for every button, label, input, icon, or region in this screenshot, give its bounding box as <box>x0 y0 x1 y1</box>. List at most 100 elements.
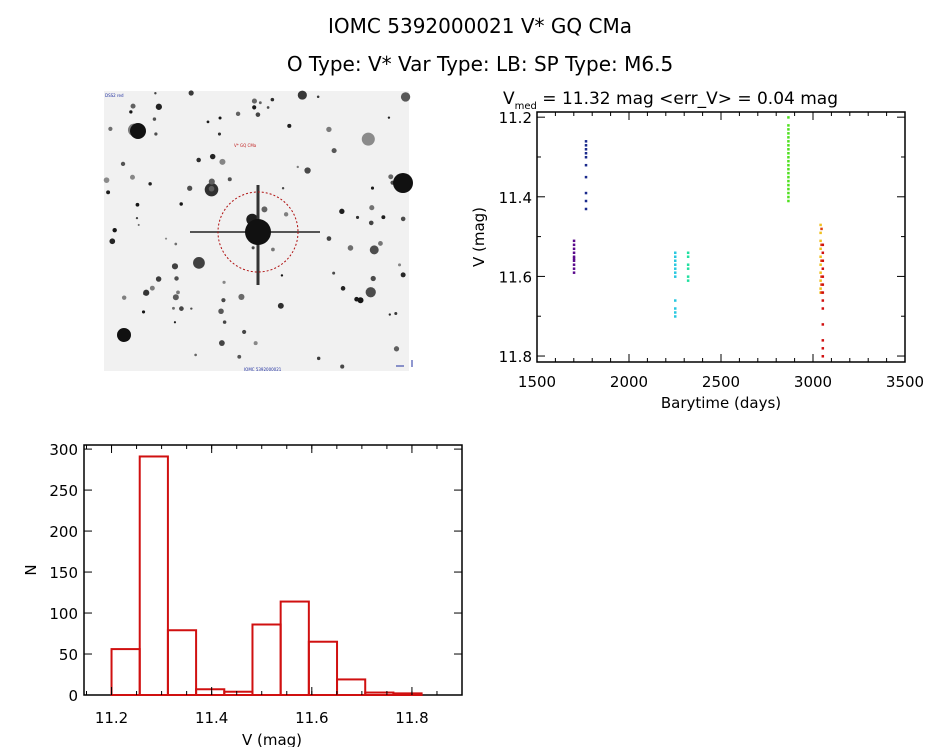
x-axis-label: Barytime (days) <box>661 394 781 412</box>
star <box>221 298 226 303</box>
star <box>237 354 242 359</box>
data-point <box>819 271 822 274</box>
target-label: V* GQ CMa <box>234 143 257 148</box>
star <box>365 287 376 298</box>
star <box>331 148 337 154</box>
star <box>196 157 201 163</box>
star <box>261 206 268 213</box>
y-axis-label: V (mag) <box>470 207 488 267</box>
star <box>296 165 299 169</box>
x-tick-label: 2000 <box>610 373 648 391</box>
data-point <box>787 155 790 159</box>
star <box>361 132 375 146</box>
data-point <box>819 223 822 227</box>
star <box>283 212 289 217</box>
star <box>172 294 179 301</box>
data-point <box>674 307 677 310</box>
data-point <box>820 243 823 247</box>
star <box>218 116 222 120</box>
data-point <box>787 171 790 175</box>
data-point <box>686 255 690 259</box>
title-rest: = 11.32 mag <err_V> = 0.04 mag <box>537 89 838 109</box>
data-point <box>787 128 790 131</box>
star <box>141 310 146 314</box>
data-point <box>819 255 822 259</box>
data-point <box>819 263 822 266</box>
star <box>130 123 146 139</box>
y-tick-label: 11.8 <box>499 348 532 366</box>
star <box>135 217 139 220</box>
star <box>316 356 321 361</box>
data-point <box>820 283 823 286</box>
data-point <box>821 275 825 278</box>
star <box>316 95 320 98</box>
data-point <box>787 167 790 171</box>
data-point <box>572 239 576 243</box>
star <box>378 241 383 246</box>
star <box>400 92 411 102</box>
star <box>393 346 400 352</box>
star <box>222 280 226 284</box>
star <box>130 174 135 180</box>
histogram-bar <box>251 623 282 696</box>
y-tick-label: 250 <box>49 482 78 500</box>
data-point <box>821 347 825 350</box>
data-point <box>686 251 690 255</box>
data-point <box>686 263 690 266</box>
star <box>297 90 307 100</box>
data-point <box>572 263 576 266</box>
star <box>154 92 157 95</box>
x-tick-label: 1500 <box>518 373 556 391</box>
target-circle <box>217 191 299 273</box>
star <box>121 295 127 300</box>
star <box>190 307 193 310</box>
data-point <box>787 179 790 183</box>
data-point <box>572 251 576 255</box>
data-point <box>787 163 790 167</box>
title-sub: med <box>515 101 537 112</box>
histogram-bar <box>364 691 395 696</box>
star <box>179 306 184 311</box>
star <box>266 106 270 109</box>
star <box>219 158 226 165</box>
y-tick-label: 0 <box>68 687 78 705</box>
star <box>106 190 111 195</box>
histogram-bar <box>336 678 367 696</box>
star <box>381 215 386 220</box>
data-point <box>820 275 823 278</box>
data-point <box>787 136 790 139</box>
data-point <box>572 247 576 251</box>
star <box>398 263 402 267</box>
data-point <box>584 199 588 203</box>
data-point <box>674 251 677 255</box>
star <box>206 120 210 124</box>
histogram-bar <box>110 648 141 697</box>
y-tick-label: 11.2 <box>499 109 532 127</box>
data-point <box>821 291 825 294</box>
star <box>155 103 162 110</box>
data-point <box>820 259 823 262</box>
star <box>340 286 346 291</box>
star <box>270 97 275 102</box>
data-point <box>821 267 825 270</box>
y-axis-label: N <box>22 564 40 575</box>
data-point <box>821 339 825 342</box>
data-point <box>821 299 825 302</box>
data-point <box>572 259 576 262</box>
data-point <box>584 175 588 179</box>
star <box>208 178 215 185</box>
data-point <box>821 283 825 286</box>
star <box>217 132 222 136</box>
data-point <box>572 267 576 270</box>
star <box>387 116 391 119</box>
star <box>130 103 136 109</box>
data-point <box>572 271 576 274</box>
data-point <box>787 159 790 163</box>
star <box>174 242 178 246</box>
star <box>277 302 284 309</box>
star <box>172 306 175 310</box>
star <box>280 274 284 277</box>
star <box>252 105 257 110</box>
